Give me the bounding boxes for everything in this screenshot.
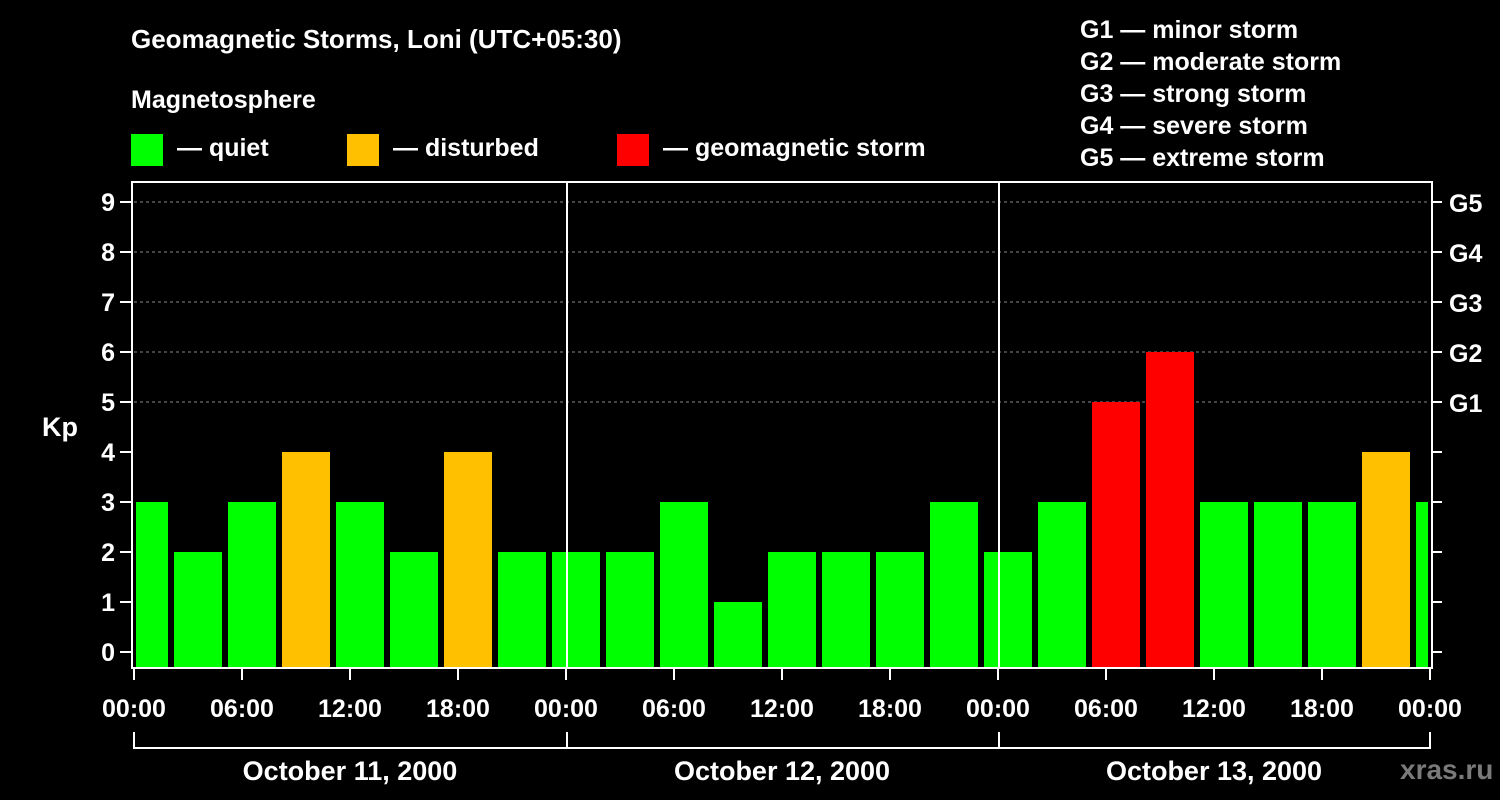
kp-bar <box>1254 502 1302 668</box>
x-tick-label: 12:00 <box>318 695 382 723</box>
x-tick-label: 06:00 <box>1074 695 1138 723</box>
g-scale-label: G2 <box>1449 340 1482 368</box>
kp-bar <box>1146 352 1194 668</box>
scale-g5: G5 — extreme storm <box>1080 144 1325 172</box>
x-tick-label: 18:00 <box>426 695 490 723</box>
x-tick-label: 06:00 <box>210 695 274 723</box>
y-tick-label: 1 <box>101 589 115 617</box>
kp-bar <box>1038 502 1086 668</box>
kp-bar <box>1200 502 1248 668</box>
y-tick-label: 8 <box>101 239 115 267</box>
g-scale-label: G4 <box>1449 240 1482 268</box>
kp-bar <box>768 552 816 668</box>
chart-subtitle: Magnetosphere <box>131 86 316 114</box>
y-axis-label: Kp <box>42 412 78 442</box>
y-tick-label: 2 <box>101 539 115 567</box>
kp-bar <box>660 502 708 668</box>
kp-bar <box>336 502 384 668</box>
day-label: October 13, 2000 <box>1106 756 1322 786</box>
kp-bar <box>822 552 870 668</box>
kp-bar <box>228 502 276 668</box>
g-scale-label: G5 <box>1449 190 1482 218</box>
y-tick-label: 0 <box>101 639 115 667</box>
x-tick-label: 18:00 <box>858 695 922 723</box>
scale-g2: G2 — moderate storm <box>1080 48 1342 76</box>
kp-bar <box>136 502 168 668</box>
scale-g1: G1 — minor storm <box>1080 16 1299 44</box>
kp-bar <box>1362 452 1410 668</box>
kp-bar <box>282 452 330 668</box>
x-tick-label: 00:00 <box>534 695 598 723</box>
day-label: October 11, 2000 <box>243 756 458 786</box>
g-scale-label: G1 <box>1449 390 1482 418</box>
kp-bar <box>714 602 762 668</box>
x-tick-label: 00:00 <box>1398 695 1462 723</box>
kp-bar <box>606 552 654 668</box>
kp-bar <box>1308 502 1356 668</box>
day-bracket <box>133 732 1431 749</box>
g-scale-label: G3 <box>1449 290 1482 318</box>
legend-swatch-disturbed <box>347 134 379 166</box>
kp-bar <box>174 552 222 668</box>
kp-bar <box>444 452 492 668</box>
kp-bar <box>498 552 546 668</box>
watermark: xras.ru <box>1400 754 1494 785</box>
legend-label-disturbed: — disturbed <box>393 134 539 162</box>
kp-bar <box>984 552 1032 668</box>
y-tick-label: 5 <box>101 389 115 417</box>
kp-bar <box>876 552 924 668</box>
scale-g3: G3 — strong storm <box>1080 80 1307 108</box>
x-tick-label: 12:00 <box>750 695 814 723</box>
scale-g4: G4 — severe storm <box>1080 112 1308 140</box>
legend-swatch-quiet <box>131 134 163 166</box>
y-tick-label: 4 <box>101 439 115 467</box>
x-tick-label: 00:00 <box>102 695 166 723</box>
legend-swatch-storm <box>617 134 649 166</box>
chart-title: Geomagnetic Storms, Loni (UTC+05:30) <box>131 24 622 54</box>
kp-bar <box>1416 502 1428 668</box>
kp-bar <box>552 552 600 668</box>
x-tick-label: 00:00 <box>966 695 1030 723</box>
kp-bar <box>390 552 438 668</box>
kp-bar <box>930 502 978 668</box>
y-tick-label: 6 <box>101 339 115 367</box>
day-label: October 12, 2000 <box>674 756 890 786</box>
y-tick-label: 7 <box>101 289 115 317</box>
x-tick-label: 06:00 <box>642 695 706 723</box>
y-tick-label: 3 <box>101 489 115 517</box>
x-tick-label: 12:00 <box>1182 695 1246 723</box>
legend-label-quiet: — quiet <box>177 134 269 162</box>
x-tick-label: 18:00 <box>1290 695 1354 723</box>
y-tick-label: 9 <box>101 189 115 217</box>
legend-label-storm: — geomagnetic storm <box>663 134 926 162</box>
storm-scale: G1 — minor storm G2 — moderate storm G3 … <box>1080 14 1341 174</box>
kp-bar <box>1092 402 1140 668</box>
